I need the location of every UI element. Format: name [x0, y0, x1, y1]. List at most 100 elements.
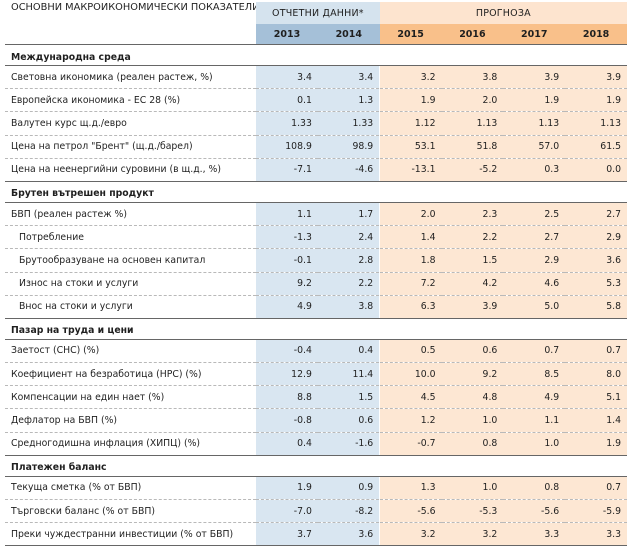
table-row: Средногодишна инфлация (ХИПЦ) (%) 0.4 -1.6…	[5, 432, 627, 456]
row-label: Износ на стоки и услуги	[5, 272, 257, 296]
value-2014: 98.9	[317, 135, 380, 159]
value-2017: 0.3	[503, 158, 566, 182]
table-row: Коефициент на безработица (НРС) (%) 12.9 1…	[5, 362, 627, 387]
value-2016: 0.6	[441, 339, 504, 364]
value-2013: 3.7	[256, 522, 318, 546]
value-2018: 5.1	[565, 385, 627, 410]
value-2014: 2.4	[317, 225, 380, 250]
value-2017: -5.6	[503, 499, 566, 524]
value-2016: 1.13	[441, 111, 504, 136]
value-2018: 5.8	[565, 295, 627, 319]
value-2016: -5.3	[441, 499, 504, 524]
year-header-2016: 2016	[441, 24, 504, 45]
row-label: Средногодишна инфлация (ХИПЦ) (%)	[5, 432, 257, 456]
year-header-2014: 2014	[317, 24, 380, 45]
value-2017: 3.9	[503, 65, 566, 90]
value-2013: 12.9	[256, 362, 318, 387]
value-2015: 1.12	[379, 111, 442, 136]
value-2017: 4.6	[503, 272, 566, 296]
value-2018: 2.7	[565, 202, 627, 227]
value-2017: 2.9	[503, 248, 566, 273]
table-row: Цена на неенергийни суровини (в щ.д., %)…	[5, 158, 627, 182]
row-label: Внос на стоки и услуги	[5, 295, 257, 319]
value-2016: 4.2	[441, 272, 504, 296]
section-title: Пазар на труда и цени	[5, 322, 627, 340]
value-2015: 6.3	[379, 295, 442, 319]
value-2014: -1.6	[317, 432, 380, 456]
value-2018: 3.9	[565, 65, 627, 90]
value-2016: 2.0	[441, 88, 504, 113]
value-2016: 1.5	[441, 248, 504, 273]
value-2014: 0.4	[317, 339, 380, 364]
value-2016: 3.8	[441, 65, 504, 90]
value-2013: -1.3	[256, 225, 318, 250]
section-title: Брутен вътрешен продукт	[5, 185, 627, 203]
value-2014: 1.3	[317, 88, 380, 113]
section-header-row: Международна среда	[5, 49, 627, 66]
section-title: Платежен баланс	[5, 459, 627, 477]
value-2013: 108.9	[256, 135, 318, 159]
value-2014: 2.8	[317, 248, 380, 273]
value-2015: -13.1	[379, 158, 442, 182]
year-header-2018: 2018	[565, 24, 627, 45]
table-row: Световна икономика (реален растеж, %) 3.4…	[5, 65, 627, 90]
value-2014: 11.4	[317, 362, 380, 387]
row-label: БВП (реален растеж %)	[5, 202, 257, 227]
value-2014: 3.4	[317, 65, 380, 90]
table-row: Цена на петрол "Брент" (щ.д./барел) 108.9…	[5, 135, 627, 159]
table-row: Внос на стоки и услуги 4.9 3.8 6.3 3.9 5.0 5.8	[5, 295, 627, 319]
value-2017: 0.8	[503, 476, 566, 501]
table-row: Преки чуждестранни инвестиции (% от БВП)…	[5, 522, 627, 546]
value-2013: 3.4	[256, 65, 318, 90]
row-label: Брутообразуване на основен капитал	[5, 248, 257, 273]
row-label: Коефициент на безработица (НРС) (%)	[5, 362, 257, 387]
value-2018: 0.7	[565, 476, 627, 501]
value-2014: 1.7	[317, 202, 380, 227]
table-row: Компенсации на един нает (%) 8.8 1.5 4.5 4.8…	[5, 385, 627, 410]
value-2018: 3.6	[565, 248, 627, 273]
value-2015: 3.2	[379, 522, 442, 546]
row-label: Преки чуждестранни инвестиции (% от БВП)	[5, 522, 257, 546]
value-2014: 0.9	[317, 476, 380, 501]
value-2013: 0.4	[256, 432, 318, 456]
actual-data-header: ОТЧЕТНИ ДАННИ*	[256, 2, 380, 24]
value-2013: 1.33	[256, 111, 318, 136]
value-2014: -4.6	[317, 158, 380, 182]
value-2018: 0.7	[565, 339, 627, 364]
table-row: Износ на стоки и услуги 9.2 2.2 7.2 4.2 4.6 5.…	[5, 272, 627, 296]
forecast-header: ПРОГНОЗА	[379, 2, 627, 24]
value-2015: -5.6	[379, 499, 442, 524]
value-2015: 53.1	[379, 135, 442, 159]
value-2015: -0.7	[379, 432, 442, 456]
row-label: Дефлатор на БВП (%)	[5, 408, 257, 433]
row-label: Потребление	[5, 225, 257, 250]
row-label: Цена на неенергийни суровини (в щ.д., %)	[5, 158, 257, 182]
row-label: Световна икономика (реален растеж, %)	[5, 65, 257, 90]
value-2016: 51.8	[441, 135, 504, 159]
value-2018: 1.9	[565, 432, 627, 456]
value-2013: 8.8	[256, 385, 318, 410]
value-2018: 8.0	[565, 362, 627, 387]
row-label: Европейска икономика - ЕС 28 (%)	[5, 88, 257, 113]
value-2015: 1.4	[379, 225, 442, 250]
value-2015: 1.2	[379, 408, 442, 433]
year-header-2017: 2017	[503, 24, 566, 45]
value-2017: 2.5	[503, 202, 566, 227]
table-header: ОСНОВНИ МАКРОИКОНОМИЧЕСКИ ПОКАЗАТЕЛИ ОТЧ…	[5, 2, 627, 45]
value-2015: 7.2	[379, 272, 442, 296]
macro-indicators-table: ОСНОВНИ МАКРОИКОНОМИЧЕСКИ ПОКАЗАТЕЛИ ОТЧ…	[5, 2, 627, 546]
table-row: Дефлатор на БВП (%) -0.8 0.6 1.2 1.0 1.1 1.4	[5, 408, 627, 433]
value-2016: 2.2	[441, 225, 504, 250]
value-2014: 0.6	[317, 408, 380, 433]
table-body: Международна среда Световна икономика (ре…	[5, 45, 627, 546]
value-2015: 0.5	[379, 339, 442, 364]
section-header-row: Платежен баланс	[5, 459, 627, 477]
value-2018: 1.13	[565, 111, 627, 136]
value-2016: 1.0	[441, 476, 504, 501]
row-label: Текуща сметка (% от БВП)	[5, 476, 257, 501]
value-2017: 2.7	[503, 225, 566, 250]
value-2018: 61.5	[565, 135, 627, 159]
value-2014: 3.6	[317, 522, 380, 546]
value-2015: 10.0	[379, 362, 442, 387]
value-2017: 3.3	[503, 522, 566, 546]
